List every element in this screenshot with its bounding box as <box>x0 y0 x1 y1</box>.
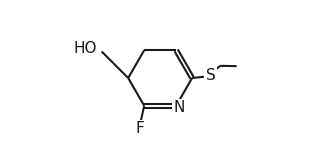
Text: S: S <box>205 68 215 83</box>
Text: F: F <box>136 121 145 136</box>
Text: HO: HO <box>73 41 97 56</box>
Text: N: N <box>174 100 185 115</box>
